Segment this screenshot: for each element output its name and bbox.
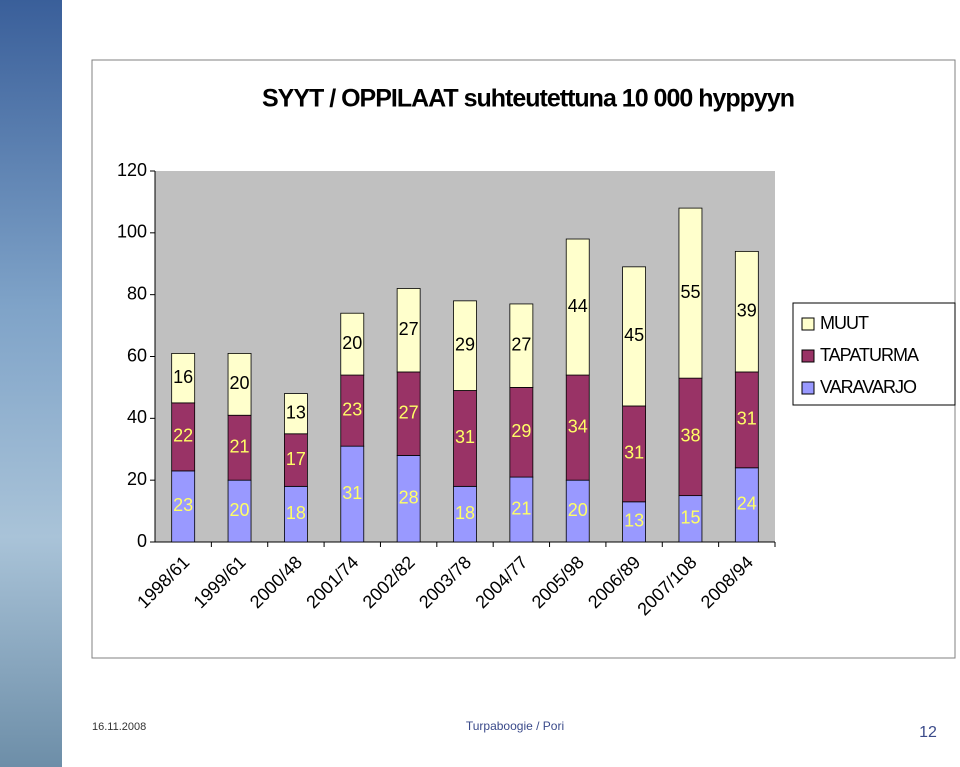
value-label: 27 xyxy=(399,402,419,422)
page-number: 12 xyxy=(919,724,937,741)
value-label: 27 xyxy=(511,334,531,354)
bar-segment xyxy=(340,312,365,376)
y-tick-label: 80 xyxy=(127,283,147,303)
y-tick-label: 20 xyxy=(127,469,147,489)
value-label: 22 xyxy=(173,426,193,446)
value-label: 18 xyxy=(455,503,475,523)
value-label: 24 xyxy=(737,494,757,514)
value-label: 23 xyxy=(342,399,362,419)
value-label: 27 xyxy=(399,319,419,339)
side-image xyxy=(0,0,62,767)
legend-swatch xyxy=(801,317,815,331)
value-label: 28 xyxy=(399,487,419,507)
bar-segment xyxy=(734,250,759,373)
bar-segment xyxy=(622,266,646,407)
footer-date: 16.11.2008 xyxy=(92,721,146,733)
value-label: 29 xyxy=(455,334,475,354)
value-label: 21 xyxy=(230,436,250,456)
value-label: 45 xyxy=(624,325,644,345)
bar-segment xyxy=(453,300,477,391)
value-label: 16 xyxy=(173,367,193,387)
value-label: 31 xyxy=(737,409,757,429)
value-label: 31 xyxy=(455,427,475,447)
y-tick-label: 40 xyxy=(127,407,147,427)
y-tick-label: 60 xyxy=(127,345,147,365)
value-label: 20 xyxy=(342,333,362,353)
value-label: 15 xyxy=(680,508,700,528)
value-label: 18 xyxy=(286,503,306,523)
value-label: 20 xyxy=(230,500,250,520)
bar-segment xyxy=(565,238,590,376)
value-label: 44 xyxy=(568,296,588,316)
value-label: 31 xyxy=(624,443,644,463)
legend xyxy=(792,302,956,406)
legend-label: MUUT xyxy=(820,313,869,333)
legend-label: VARAVARJO xyxy=(820,377,917,397)
bar-segment xyxy=(284,393,308,435)
value-label: 17 xyxy=(286,449,306,469)
value-label: 20 xyxy=(568,500,588,520)
legend-label: TAPATURMA xyxy=(820,345,919,365)
bar-segment xyxy=(509,303,534,388)
value-label: 13 xyxy=(624,511,644,531)
value-label: 29 xyxy=(511,421,531,441)
value-label: 20 xyxy=(230,373,250,393)
y-tick-label: 120 xyxy=(117,160,147,180)
legend-swatch xyxy=(801,349,815,363)
value-label: 31 xyxy=(342,483,362,503)
chart-title: SYYT / OPPILAAT suhteutettuna 10 000 hyp… xyxy=(262,85,794,113)
value-label: 13 xyxy=(286,402,306,422)
bar-segment xyxy=(227,353,252,416)
y-tick-label: 100 xyxy=(117,222,147,242)
value-label: 55 xyxy=(680,282,700,302)
footer-center: Turpaboogie / Pori xyxy=(466,719,564,733)
bar-segment xyxy=(171,353,196,404)
value-label: 34 xyxy=(568,416,588,436)
value-label: 39 xyxy=(737,300,757,320)
legend-swatch xyxy=(801,381,815,395)
bar-segment xyxy=(678,207,703,379)
value-label: 23 xyxy=(173,495,193,515)
bar-segment xyxy=(396,288,421,373)
y-tick-label: 0 xyxy=(137,531,147,551)
value-label: 21 xyxy=(511,498,531,518)
value-label: 38 xyxy=(680,426,700,446)
